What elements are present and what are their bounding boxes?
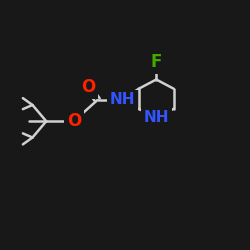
Text: NH: NH bbox=[109, 92, 135, 108]
Text: F: F bbox=[150, 53, 162, 71]
Text: O: O bbox=[66, 112, 81, 130]
Text: O: O bbox=[81, 78, 95, 96]
Text: NH: NH bbox=[144, 110, 169, 126]
